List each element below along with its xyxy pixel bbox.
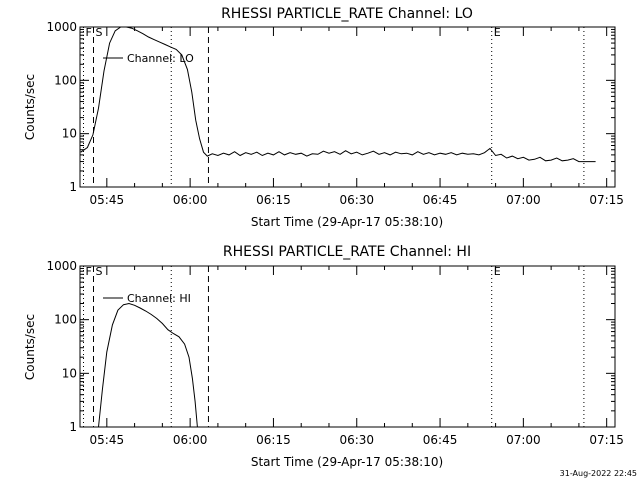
event-marker-label: E <box>494 265 501 278</box>
x-tick-label: 06:30 <box>339 193 374 207</box>
x-tick-label: 05:45 <box>90 193 125 207</box>
axis-ticks: 1 10 100 1000 05:45 06:00 06:15 06:30 06:45 07:00… <box>46 20 624 207</box>
x-tick-label: 06:15 <box>256 193 291 207</box>
plot-frame <box>79 265 616 428</box>
event-marker-label: F <box>85 26 91 39</box>
x-tick-label: 05:45 <box>90 433 125 447</box>
axis-ticks: 1 10 100 1000 05:45 06:00 06:15 06:30 06:45 07:00… <box>46 259 624 447</box>
plot-frame <box>79 26 616 188</box>
chart-panel-lo: RHESSI PARTICLE_RATE Channel: LO Counts/… <box>23 6 624 229</box>
x-tick-label: 07:15 <box>589 433 624 447</box>
event-marker-label: E <box>494 26 501 39</box>
chart-title: RHESSI PARTICLE_RATE Channel: HI <box>223 244 471 260</box>
y-tick-label: 10 <box>62 127 77 141</box>
y-axis-label: Counts/sec <box>23 74 37 140</box>
y-axis-label: Counts/sec <box>23 314 37 380</box>
x-tick-label: 06:15 <box>256 433 291 447</box>
x-tick-label: 07:00 <box>506 433 541 447</box>
y-tick-label: 1000 <box>46 20 77 34</box>
x-tick-label: 06:45 <box>423 193 458 207</box>
y-tick-label: 10 <box>62 366 77 380</box>
y-tick-label: 100 <box>54 313 77 327</box>
x-tick-label: 07:00 <box>506 193 541 207</box>
x-tick-label: 06:45 <box>423 433 458 447</box>
legend-label: Channel: HI <box>127 292 191 305</box>
x-tick-label: 07:15 <box>589 193 624 207</box>
x-tick-label: 06:00 <box>173 433 208 447</box>
data-series <box>98 302 198 428</box>
footer-timestamp: 31-Aug-2022 22:45 <box>560 469 637 478</box>
x-axis-label: Start Time (29-Apr-17 05:38:10) <box>251 215 443 229</box>
chart-panel-hi: RHESSI PARTICLE_RATE Channel: HI Counts/… <box>23 244 624 469</box>
y-tick-label: 100 <box>54 73 77 87</box>
y-tick-label: 1000 <box>46 259 77 273</box>
series-line <box>80 26 596 163</box>
event-marker-label: S <box>95 265 102 278</box>
data-series <box>80 26 596 163</box>
x-tick-label: 06:00 <box>173 193 208 207</box>
event-marker-label: F <box>85 265 91 278</box>
series-line <box>98 302 198 428</box>
legend-label: Channel: LO <box>127 52 194 65</box>
event-marker-label: S <box>95 26 102 39</box>
y-tick-label: 1 <box>69 420 77 434</box>
y-tick-label: 1 <box>69 180 77 194</box>
x-tick-label: 06:30 <box>339 433 374 447</box>
x-axis-label: Start Time (29-Apr-17 05:38:10) <box>251 455 443 469</box>
chart-title: RHESSI PARTICLE_RATE Channel: LO <box>221 6 473 22</box>
